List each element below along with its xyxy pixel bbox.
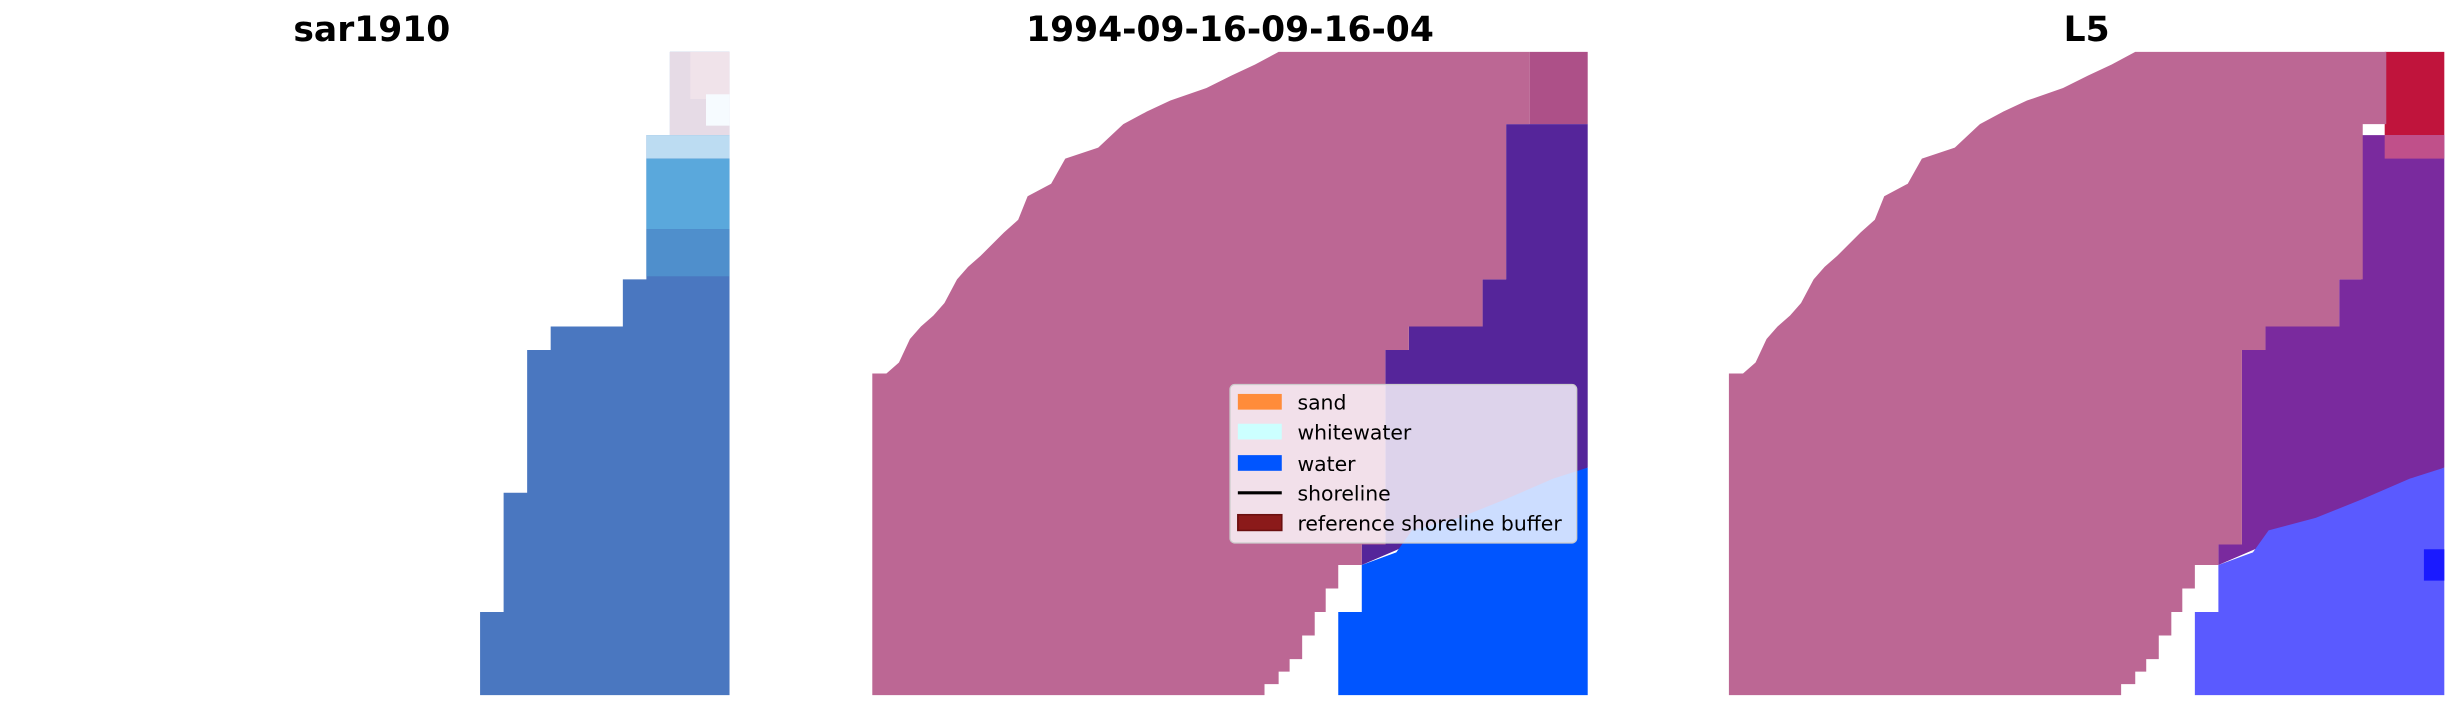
buffer-over-land [1529,51,1588,125]
panel-title: L5 [2064,10,2110,50]
l5-transition-pixels [2384,135,2445,159]
l5-dark-water-pixel [2423,549,2445,581]
rgb-bright-pixels [690,51,730,99]
legend-label-shoreline: shoreline [1297,482,1390,506]
panel-l5: L5 [1728,10,2445,696]
panel-rgb: sar1910 [293,10,730,696]
rgb-whitewater-pixels [646,135,730,159]
legend-label-water: water [1297,452,1356,476]
l5-purple-pixels [2218,135,2445,565]
rgb-bright-pixels [705,94,730,126]
reference-shoreline-buffer [1728,51,2387,696]
legend-swatch-reference-buffer [1237,513,1283,532]
panel-title: 1994-09-16-09-16-04 [1026,10,1434,50]
legend: sand whitewater water shoreline referenc… [1229,383,1578,544]
panel-title: sar1910 [293,10,450,50]
l5-red-pixels [2384,51,2445,136]
legend-frame [1229,383,1578,544]
classified-image [872,51,1588,696]
legend-label-whitewater: whitewater [1297,420,1411,444]
rgb-shallow-pixels [646,229,730,277]
l5-image [1728,51,2445,696]
rgb-image [480,51,730,696]
legend-swatch-water [1237,455,1282,471]
panel-classified: 1994-09-16-09-16-04 [872,10,1588,696]
legend-label-reference-buffer: reference shoreline buffer [1297,511,1562,535]
legend-swatch-sand [1237,393,1282,410]
legend-swatch-whitewater [1237,423,1282,440]
rgb-shallow-pixels [646,158,730,230]
l5-water-pixels [2194,467,2445,696]
legend-label-sand: sand [1297,391,1346,415]
